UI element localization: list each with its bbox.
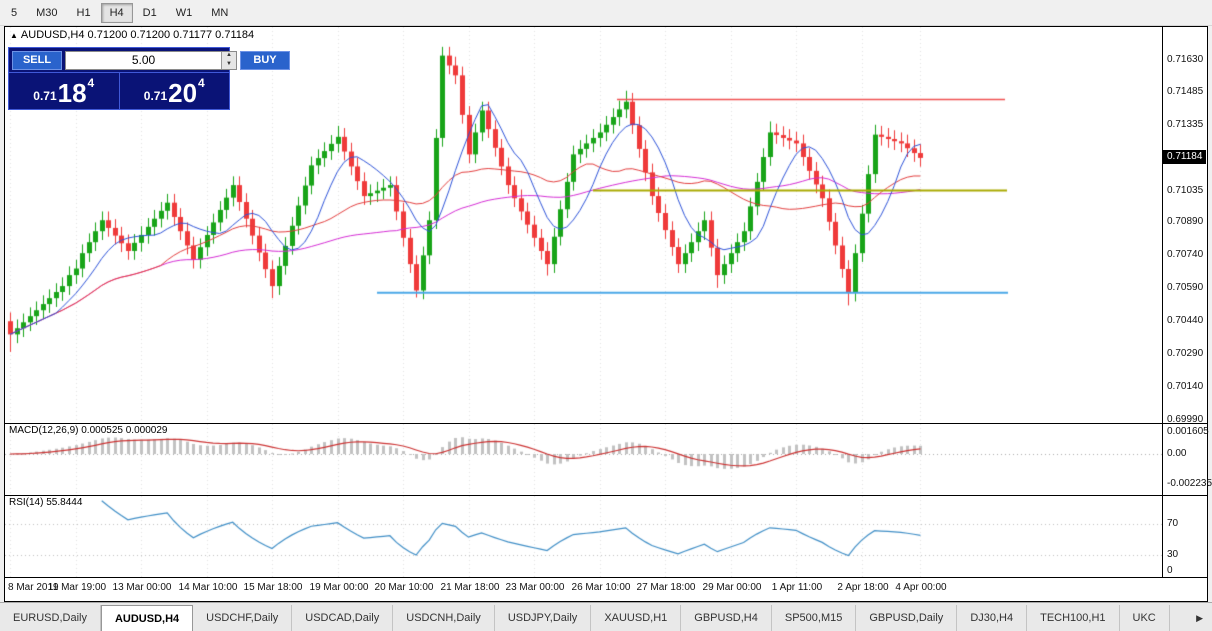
tabs-scroll-right-icon[interactable]: ▶ [1196,612,1203,623]
chart-tab-sp500-m15[interactable]: SP500,M15 [771,605,857,631]
price-axis[interactable]: 0.71184 0.71630 0.71485 0.71335 0.71035 0.70… [1162,27,1207,425]
buy-price-pips: 20 [168,78,198,108]
time-axis-label: 20 Mar 10:00 [374,582,434,593]
timeframe-button-d1[interactable]: D1 [142,6,157,19]
price-axis-label: 0.70590 [1167,282,1204,294]
volume-box: ▲ ▼ [65,50,237,70]
sell-price-point: 4 [87,76,95,90]
price-axis-label: 0.70440 [1167,315,1204,327]
time-axis-label: 11 Mar 19:00 [47,582,107,593]
chart-tab-usdcnh-daily[interactable]: USDCNH,Daily [393,605,495,631]
volume-down-icon[interactable]: ▼ [226,60,232,67]
timeframe-button-w1[interactable]: W1 [175,6,193,19]
timeframe-button-mn[interactable]: MN [211,6,229,19]
buy-price-prefix: 0.71 [143,89,168,103]
timeframe-toolbar: 5 M30 H1 H4 D1 W1 MN [0,0,1212,26]
main-chart-panel: ▲ AUDUSD,H4 0.71200 0.71200 0.71177 0.711… [5,27,1207,425]
time-axis-label: 23 Mar 00:00 [505,582,565,593]
chart-tab-usdchf-daily[interactable]: USDCHF,Daily [193,605,293,631]
timeframe-button-m30[interactable]: M30 [36,6,58,19]
ohlc-header: ▲ AUDUSD,H4 0.71200 0.71200 0.71177 0.711… [10,29,254,41]
chart-tab-usdcad-daily[interactable]: USDCAD,Daily [292,605,394,631]
macd-axis-label: -0.002235 [1167,478,1212,489]
time-axis-label: 19 Mar 00:00 [309,582,369,593]
time-axis[interactable]: 8 Mar 2019 11 Mar 19:00 13 Mar 00:00 14 Mar… [5,577,1207,601]
rsi-axis-label: 0 [1167,565,1173,576]
time-axis-label: 15 Mar 18:00 [243,582,303,593]
chart-tab-gbpusd-daily[interactable]: GBPUSD,Daily [856,605,958,631]
price-axis-label: 0.71035 [1167,184,1204,196]
ohlc-header-text: AUDUSD,H4 0.71200 0.71200 0.71177 0.7118… [20,29,255,41]
buy-price-display[interactable]: 0.71 20 4 [118,73,230,109]
price-current-badge: 0.71184 [1163,149,1206,164]
chart-tab-gbpusd-h4[interactable]: GBPUSD,H4 [681,605,772,631]
macd-axis-label: 0.001605 [1167,426,1209,437]
chart-tab-usdjpy-daily[interactable]: USDJPY,Daily [494,605,592,631]
macd-axis-label: 0.00 [1167,448,1187,459]
macd-panel: MACD(12,26,9) 0.000525 0.000029 0.001605… [5,423,1212,495]
price-axis-label: 0.70740 [1167,249,1204,261]
volume-up-icon[interactable]: ▲ [226,52,232,59]
price-axis-label: 0.71335 [1167,118,1204,130]
volume-input[interactable] [66,51,221,69]
buy-price-point: 4 [198,76,205,90]
rsi-axis-label: 30 [1167,549,1179,560]
time-axis-label: 14 Mar 10:00 [178,582,238,593]
time-axis-label: 21 Mar 18:00 [440,582,500,593]
time-axis-label: 13 Mar 00:00 [112,582,172,593]
price-axis-label: 0.71485 [1167,85,1204,97]
macd-canvas[interactable] [5,424,1162,495]
rsi-canvas[interactable] [5,496,1162,577]
chart-tab-dj30-h4[interactable]: DJ30,H4 [957,605,1028,631]
sell-price-pips: 18 [57,78,87,108]
buy-button[interactable]: BUY [240,50,290,70]
rsi-axis: 70 30 0 [1162,496,1207,577]
timeframe-button-h1[interactable]: H1 [76,6,91,19]
time-axis-label: 8 Mar 2019 [8,582,59,593]
time-axis-label: 2 Apr 18:00 [837,582,889,593]
volume-spinner: ▲ ▼ [221,51,236,69]
time-axis-label: 4 Apr 00:00 [895,582,947,593]
macd-label: MACD(12,26,9) 0.000525 0.000029 [9,425,168,436]
rsi-axis-label: 70 [1167,518,1179,529]
time-axis-label: 1 Apr 11:00 [771,582,823,593]
chart-tab-ukc[interactable]: UKC [1119,605,1170,631]
price-axis-label: 0.69990 [1167,413,1204,425]
chart-window: ▲ AUDUSD,H4 0.71200 0.71200 0.71177 0.711… [4,26,1212,602]
chart-tab-audusd-h4[interactable]: AUDUSD,H4 [100,605,194,631]
chart-tab-eurusd-daily[interactable]: EURUSD,Daily [0,605,101,631]
symbol-marker-icon: ▲ [10,31,18,40]
time-axis-label: 27 Mar 18:00 [636,582,696,593]
chart-tabs-bar: EURUSD,Daily AUDUSD,H4 USDCHF,Daily USDCAD,… [0,602,1212,631]
chart-tab-tech100-h1[interactable]: TECH100,H1 [1027,605,1120,631]
price-axis-label: 0.70290 [1167,348,1204,360]
rsi-label: RSI(14) 55.8444 [9,497,83,508]
timeframe-button-5[interactable]: 5 [11,6,18,19]
time-axis-label: 26 Mar 10:00 [571,582,631,593]
macd-axis: 0.001605 0.00 -0.002235 [1162,424,1212,495]
rsi-panel: RSI(14) 55.8444 70 30 0 [5,495,1207,577]
price-axis-label: 0.70140 [1167,381,1204,393]
sell-price-display[interactable]: 0.71 18 4 [9,73,119,109]
chart-tab-xauusd-h1[interactable]: XAUUSD,H1 [591,605,682,631]
price-axis-label: 0.71630 [1167,54,1204,65]
time-axis-label: 29 Mar 00:00 [702,582,762,593]
price-axis-label: 0.70890 [1167,216,1204,228]
timeframe-button-h4[interactable]: H4 [100,2,133,23]
sell-button[interactable]: SELL [12,50,62,70]
sell-price-prefix: 0.71 [33,89,57,103]
